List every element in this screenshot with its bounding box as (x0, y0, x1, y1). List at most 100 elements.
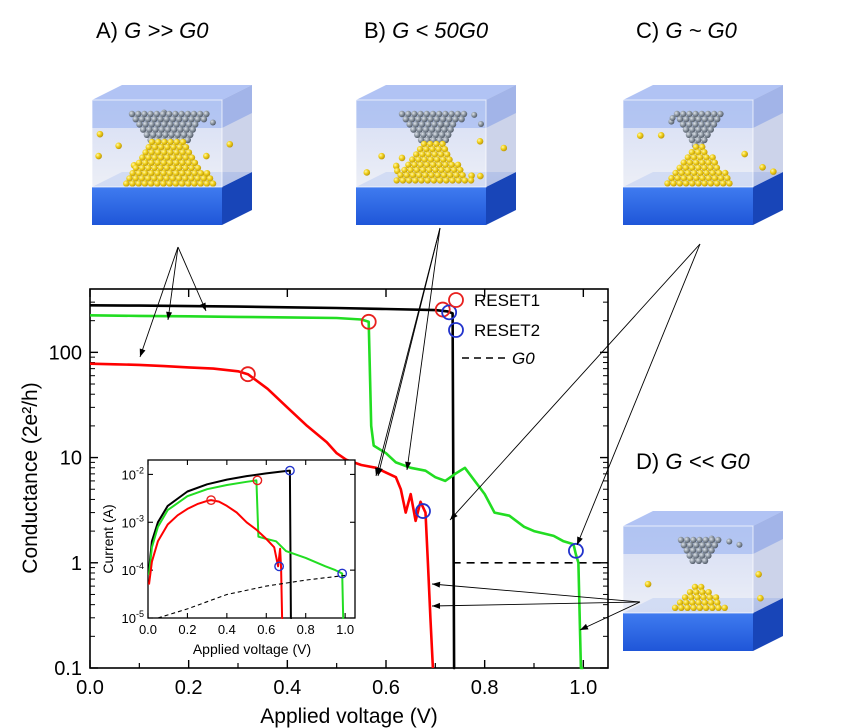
filament-atom-bottom (169, 175, 177, 182)
filament-atom-top (704, 131, 711, 138)
filament-atom-bottom (702, 604, 710, 611)
filament-atom-bottom (178, 180, 186, 187)
filament-atom-bottom (691, 169, 698, 177)
filament-atom-top (704, 110, 712, 118)
filament-atom-top (151, 116, 158, 123)
electrode-front-face (623, 187, 753, 225)
filament-atom-bottom (449, 177, 456, 184)
filament-atom-bottom (154, 149, 162, 156)
filament-atom-top (696, 547, 703, 554)
filament-atom-bottom (179, 170, 186, 177)
filament-atom-top (179, 121, 187, 128)
filament-atom-top (713, 116, 721, 123)
filament-atom-bottom (151, 175, 158, 182)
inset-x-tick-label: 0.0 (139, 622, 157, 637)
filament-atom-bottom (157, 175, 164, 182)
filament-atom-bottom (148, 159, 155, 166)
filament-atom-top (442, 110, 449, 118)
filament-atom-bottom (176, 144, 183, 151)
filament-atom-top (169, 116, 177, 123)
y-axis-label: Conductance (2e²/h) (19, 382, 42, 573)
filament-atom-top (197, 110, 204, 118)
filament-atom-bottom (707, 164, 714, 171)
filament-atom-bottom (678, 604, 685, 611)
filament-atom-top (436, 110, 443, 118)
filament-atom-top (144, 116, 152, 123)
filament-atom-top (157, 116, 164, 123)
filament-atom-top (432, 131, 440, 138)
filament-atom-bottom (185, 149, 193, 156)
annotation-arrow-head (580, 623, 589, 630)
filament-atom-bottom (696, 604, 704, 611)
filament-atom-bottom (126, 175, 133, 182)
annotation-arrow-line (576, 243, 701, 546)
filament-atom-bottom (693, 175, 700, 182)
filament-atom-top (452, 116, 459, 123)
filament-atom-top (178, 110, 185, 118)
filament-atom-bottom (454, 161, 462, 168)
filament-atom-top (695, 126, 702, 133)
filament-atom-top (458, 116, 465, 123)
filament-atom-top (705, 542, 712, 549)
filament-atom-top (422, 126, 430, 133)
filament-atom-bottom (683, 599, 690, 606)
ion-atom (759, 164, 766, 171)
filament-atom-top (415, 116, 422, 123)
filament-atom-bottom (176, 164, 183, 172)
filament-atom-bottom (194, 164, 202, 172)
filament-atom-bottom (706, 594, 714, 601)
filament-atom-bottom (424, 177, 431, 184)
filament-atom-bottom (429, 146, 436, 153)
device-illustration-b (355, 85, 516, 225)
filament-atom-top (141, 110, 148, 118)
y-tick-label: 0.1 (54, 658, 82, 680)
filament-atom-bottom (203, 170, 211, 177)
filament-atom-top (194, 116, 201, 123)
filament-atom-bottom (416, 146, 424, 153)
filament-atom-top (696, 536, 703, 544)
filament-atom-top (685, 131, 693, 138)
filament-atom-top (699, 542, 706, 549)
filament-atom-bottom (419, 151, 426, 158)
annotation-arrow-head (432, 602, 441, 609)
filament-atom-bottom (436, 177, 444, 184)
electrode-front-face (623, 613, 753, 651)
filament-atom-top (139, 126, 147, 133)
filament-atom-bottom (698, 583, 705, 591)
filament-atom-top (188, 116, 195, 123)
inset-y-tick-label: 10-2 (122, 465, 144, 482)
filament-atom-bottom (200, 175, 208, 182)
inset-x-tick-label: 0.4 (218, 622, 236, 637)
filament-atom-bottom (680, 175, 688, 182)
annotation-arrow-line (377, 227, 441, 477)
filament-atom-bottom (160, 170, 167, 177)
filament-atom-top (695, 116, 702, 123)
filament-atom-bottom (686, 175, 694, 182)
filament-atom-bottom (145, 164, 152, 172)
annotation-arrow-line (579, 601, 641, 631)
filament-atom-bottom (692, 143, 700, 151)
filament-atom-bottom (194, 175, 201, 182)
filament-atom-top (402, 116, 410, 123)
annotation-arrow-line (177, 246, 207, 312)
filament-atom-bottom (715, 169, 723, 177)
filament-atom-top (445, 131, 452, 138)
filament-atom-bottom (682, 164, 690, 171)
filament-atom-bottom (433, 140, 440, 148)
filament-atom-top (189, 126, 196, 133)
annotation-arrow-head (450, 512, 458, 520)
ion-atom (476, 137, 484, 145)
filament-atom-bottom (132, 175, 139, 182)
filament-atom-bottom (699, 143, 706, 151)
filament-atom-bottom (191, 180, 198, 187)
filament-atom-bottom (169, 164, 177, 172)
filament-atom-top (152, 126, 159, 133)
filament-atom-bottom (437, 151, 445, 158)
marker-reset1 (239, 366, 256, 383)
filament-atom-top (686, 542, 694, 549)
annotation-arrow-line (406, 227, 441, 471)
filament-atom-bottom (712, 594, 720, 601)
filament-atom-top (679, 121, 687, 128)
filament-atom-bottom (726, 180, 733, 187)
